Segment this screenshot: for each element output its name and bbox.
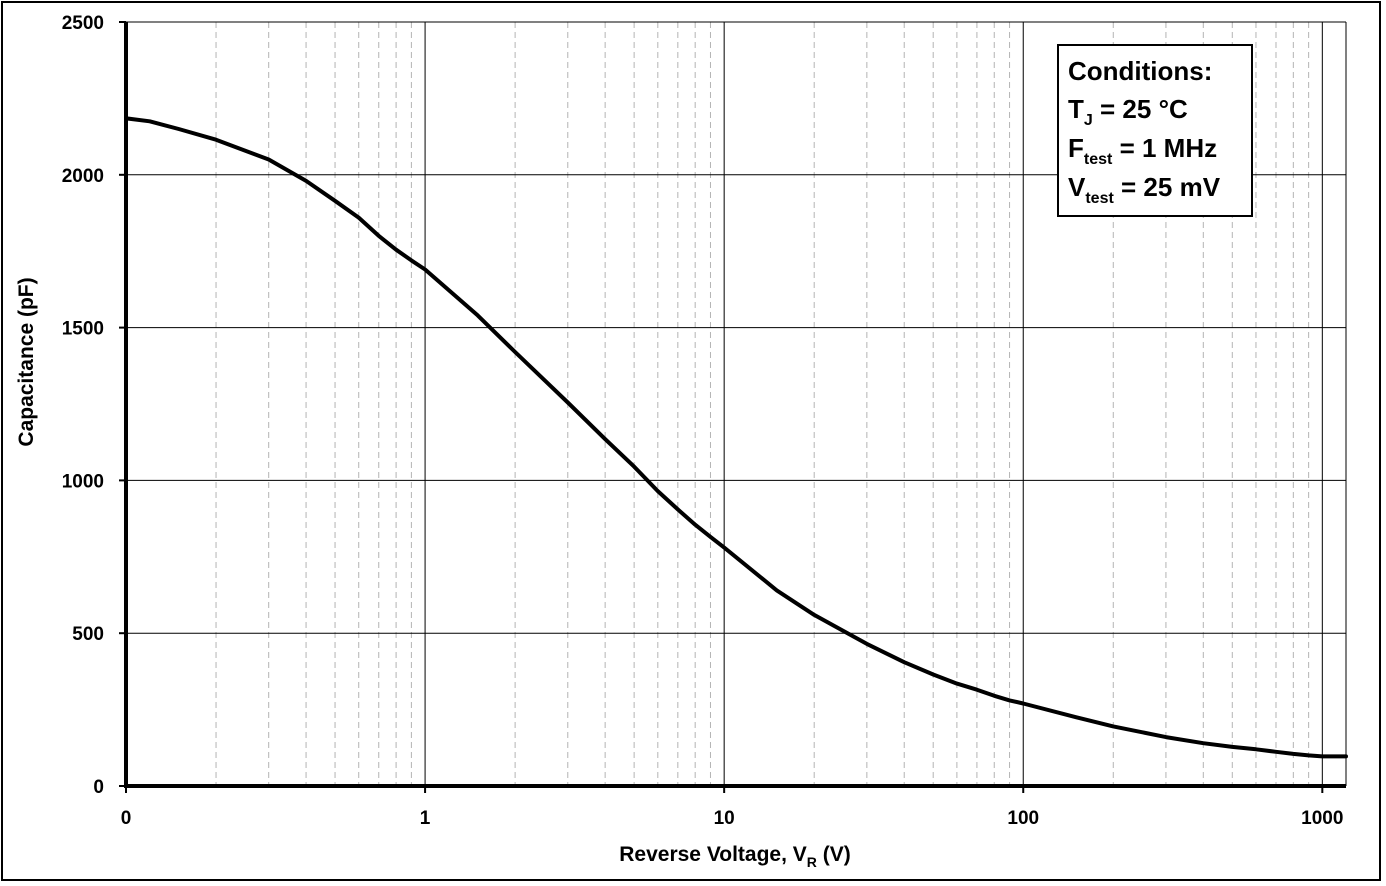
legend-ftest-sub: test — [1084, 151, 1113, 168]
legend-ftest: Ftest = 1 MHz — [1068, 133, 1217, 168]
legend-vtest-value: = 25 mV — [1114, 172, 1221, 202]
x-tick-label: 1000 — [1301, 808, 1343, 829]
capacitance-curve — [124, 116, 1348, 759]
x-axis-title: Reverse Voltage, VR (V) — [619, 843, 851, 870]
x-tick-label: 100 — [1007, 808, 1039, 829]
x-tick-label: 1 — [420, 808, 431, 829]
y-axis-title: Capacitance (pF) — [15, 277, 38, 446]
y-tick-label: 1000 — [62, 471, 104, 492]
x-tick-labels: 0 1 10 100 1000 — [121, 786, 1343, 829]
legend-tj-sub: J — [1084, 112, 1093, 129]
y-tick-label: 1500 — [62, 319, 104, 340]
legend-ftest-value: = 1 MHz — [1112, 133, 1217, 163]
legend-title: Conditions: — [1068, 56, 1212, 86]
y-tick-label: 2000 — [62, 166, 104, 187]
legend-vtest: Vtest = 25 mV — [1068, 172, 1221, 207]
x-axis-title-prefix: Reverse Voltage, V — [619, 843, 807, 866]
x-tick-label: 10 — [714, 808, 735, 829]
legend-box — [1057, 44, 1253, 217]
y-tick-labels: 0 500 1000 1500 2000 2500 — [62, 13, 126, 798]
series-layer — [124, 116, 1348, 759]
y-tick-label: 500 — [72, 624, 104, 645]
legend-tj-value: = 25 °C — [1093, 94, 1188, 124]
major-grid — [126, 21, 1347, 786]
legend-vtest-main: V — [1068, 172, 1086, 202]
legend-tj: TJ = 25 °C — [1068, 94, 1188, 129]
x-axis-title-suffix: (V) — [817, 843, 851, 866]
y-tick-label: 2500 — [62, 13, 104, 34]
legend-vtest-sub: test — [1085, 190, 1114, 207]
x-tick-label: 0 — [121, 808, 132, 829]
conditions-legend: Conditions: TJ = 25 °C Ftest = 1 MHz Vte… — [1057, 44, 1253, 217]
y-tick-label: 0 — [93, 777, 104, 798]
legend-tj-main: T — [1068, 94, 1084, 124]
axes — [124, 22, 1346, 788]
x-axis-title-subscript: R — [807, 854, 817, 870]
legend-ftest-main: F — [1068, 133, 1084, 163]
